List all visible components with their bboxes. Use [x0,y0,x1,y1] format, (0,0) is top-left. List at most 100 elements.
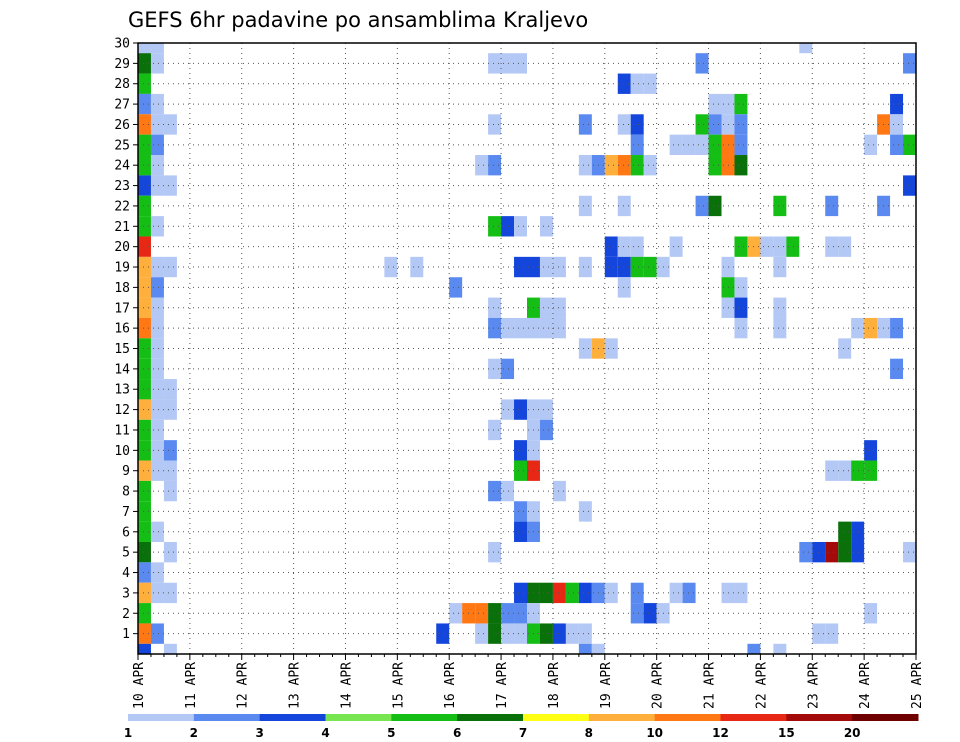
heatmap-cell [799,43,813,54]
heatmap-cell [578,195,592,217]
heatmap-cell [501,358,515,380]
heatmap-cell [150,379,164,400]
y-tick-label: 7 [122,505,130,520]
heatmap-cell [488,297,502,318]
heatmap-cell [138,582,151,604]
heatmap-cell [630,603,644,624]
heatmap-cell [838,521,852,542]
heatmap-cell [734,93,748,115]
heatmap-cell [604,582,618,604]
heatmap-cell [669,134,683,156]
heatmap-cell [903,134,916,156]
heatmap-cell [799,541,813,563]
heatmap-cell [825,541,839,563]
heatmap-cell [838,338,852,359]
heatmap-cell [514,623,527,644]
y-tick-label: 24 [114,159,130,174]
heatmap-cell [475,155,489,176]
heatmap-cell [163,175,177,196]
heatmap-cell [150,256,164,278]
colorbar-label: 1 [124,726,132,740]
heatmap-cell [734,236,748,257]
heatmap-cell [138,521,151,542]
heatmap-cell [138,358,151,380]
heatmap-cell [150,317,164,339]
heatmap-cell [617,114,631,135]
heatmap-cell [539,419,553,441]
colorbar-swatch [457,714,524,721]
heatmap-cell [773,195,787,217]
colorbar-label: 3 [255,726,263,740]
heatmap-cell [630,256,644,278]
y-tick-label: 5 [122,546,130,561]
heatmap-cell [138,134,151,156]
heatmap-cell [773,317,787,339]
heatmap-cell [721,277,735,298]
heatmap-cell [138,541,151,563]
heatmap-cell [721,256,735,278]
y-tick-label: 22 [114,199,130,214]
x-tick-label: 25 APR [910,662,925,709]
chart-title: GEFS 6hr padavine po ansamblima Kraljevo [128,8,588,32]
y-tick-label: 13 [114,383,130,398]
y-tick-label: 14 [114,362,130,377]
heatmap-cell [721,582,735,604]
heatmap-cell [643,256,657,278]
heatmap-cell [903,541,916,563]
heatmap-cell [138,338,151,359]
y-tick-label: 2 [122,607,130,622]
y-tick-label: 1 [122,627,130,642]
x-tick-label: 15 APR [391,662,406,709]
heatmap-cell [150,623,164,644]
x-tick-label: 23 APR [806,662,821,709]
heatmap-cell [501,603,515,624]
heatmap-cell [150,399,164,420]
heatmap-cell [630,582,644,604]
heatmap-cell [734,155,748,176]
colorbar-swatch [259,714,326,721]
colorbar-swatch [588,714,656,721]
heatmap-cell [721,297,735,318]
heatmap-cell [138,562,151,583]
heatmap-cell [163,582,177,604]
y-tick-label: 6 [122,525,130,540]
heatmap-cell [682,582,696,604]
heatmap-cell [630,73,644,94]
heatmap-cell [890,134,904,156]
colorbar-label: 7 [519,726,527,740]
heatmap-cell [890,358,904,380]
heatmap-cell [138,480,151,502]
colorbar-swatch [128,714,195,721]
heatmap-cell [138,603,151,624]
heatmap-cell [514,460,527,481]
colorbar-swatch [391,714,458,721]
heatmap-cell [630,155,644,176]
y-tick-label: 16 [114,322,130,337]
heatmap-cell [669,236,683,257]
y-tick-label: 23 [114,179,130,194]
colorbar-label: 15 [778,726,795,740]
heatmap-cell [864,460,878,481]
x-tick-label: 21 APR [703,662,718,709]
y-tick-label: 26 [114,118,130,133]
y-tick-label: 28 [114,77,130,92]
heatmap-cell [436,623,450,644]
heatmap-cell [384,256,398,278]
heatmap-cell [138,317,151,339]
heatmap-cell [163,541,177,563]
heatmap-cell [643,73,657,94]
heatmap-cell [514,256,527,278]
heatmap-cell [150,134,164,156]
heatmap-cell [617,236,631,257]
heatmap-cell [488,53,502,74]
heatmap-cell [150,460,164,481]
heatmap-cell [501,480,515,502]
heatmap-cell [565,623,579,644]
heatmap-cell [695,195,709,217]
heatmap-cell [163,379,177,400]
heatmap-cell [552,256,566,278]
y-tick-labels: 1234567891011121314151617181920212223242… [114,37,130,643]
heatmap-cell [163,256,177,278]
heatmap-cell [539,317,553,339]
heatmap-cell [708,93,722,115]
